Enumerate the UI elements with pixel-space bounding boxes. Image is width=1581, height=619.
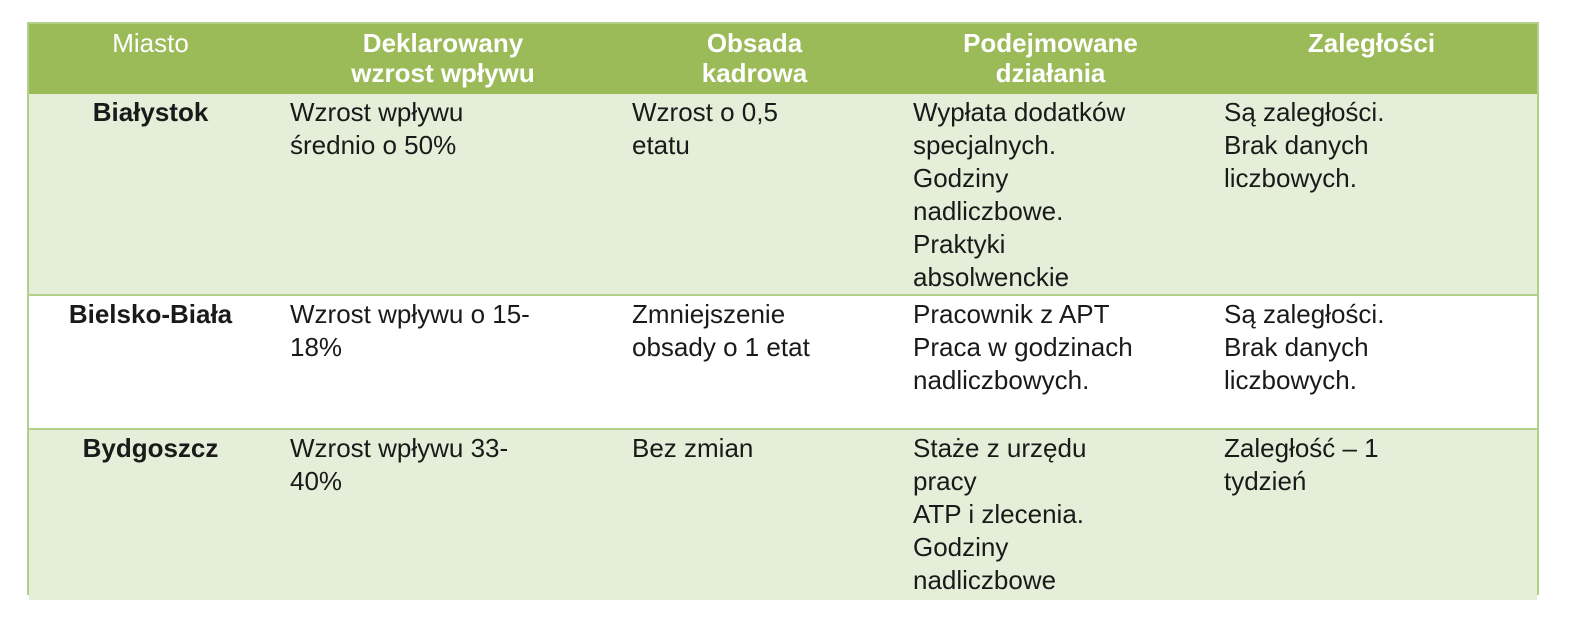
header-actions: Podejmowane działania bbox=[963, 28, 1138, 88]
city-comparison-table: Miasto Deklarowany wzrost wpływu Obsada … bbox=[29, 24, 1537, 600]
cell-growth: Wzrost wpływu o 15- 18% bbox=[272, 294, 614, 430]
cell-actions: Wypłata dodatków specjalnych. Godziny na… bbox=[913, 97, 1126, 292]
table-row: Bielsko-Biała Wzrost wpływu o 15- 18% Zm… bbox=[29, 294, 1537, 430]
table-row: Bydgoszcz Wzrost wpływu 33- 40% Bez zmia… bbox=[29, 429, 1537, 600]
cell-staff: Bez zmian bbox=[632, 433, 754, 463]
cell-backlog: Są zaległości. Brak danych liczbowych. bbox=[1224, 97, 1385, 193]
table-body: Białystok Wzrost wpływu średnio o 50% Wz… bbox=[29, 94, 1537, 600]
cell-growth: Wzrost wpływu 33- 40% bbox=[290, 433, 509, 496]
cell-staff: Wzrost o 0,5 etatu bbox=[632, 97, 778, 160]
header-city: Miasto bbox=[112, 28, 189, 58]
cell-city: Bielsko-Biała bbox=[29, 294, 272, 430]
cell-city: Białystok bbox=[92, 97, 209, 127]
table-header: Miasto Deklarowany wzrost wpływu Obsada … bbox=[29, 24, 1537, 94]
data-table: Miasto Deklarowany wzrost wpływu Obsada … bbox=[27, 22, 1539, 600]
header-staff: Obsada kadrowa bbox=[701, 28, 808, 88]
header-row: Miasto Deklarowany wzrost wpływu Obsada … bbox=[29, 24, 1537, 94]
header-growth: Deklarowany wzrost wpływu bbox=[351, 28, 535, 88]
cell-actions: Staże z urzędu pracy ATP i zlecenia. God… bbox=[913, 433, 1087, 595]
cell-backlog: Zaległość – 1 tydzień bbox=[1224, 433, 1379, 496]
header-backlog: Zaległości bbox=[1307, 28, 1436, 58]
cell-growth: Wzrost wpływu średnio o 50% bbox=[290, 97, 464, 160]
table-row: Białystok Wzrost wpływu średnio o 50% Wz… bbox=[29, 94, 1537, 295]
cell-city: Bydgoszcz bbox=[82, 433, 219, 463]
cell-staff: Zmniejszenie obsady o 1 etat bbox=[614, 294, 895, 430]
cell-actions: Pracownik z APT Praca w godzinach nadlic… bbox=[895, 294, 1206, 430]
cell-backlog: Są zaległości. Brak danych liczbowych. bbox=[1206, 294, 1537, 430]
